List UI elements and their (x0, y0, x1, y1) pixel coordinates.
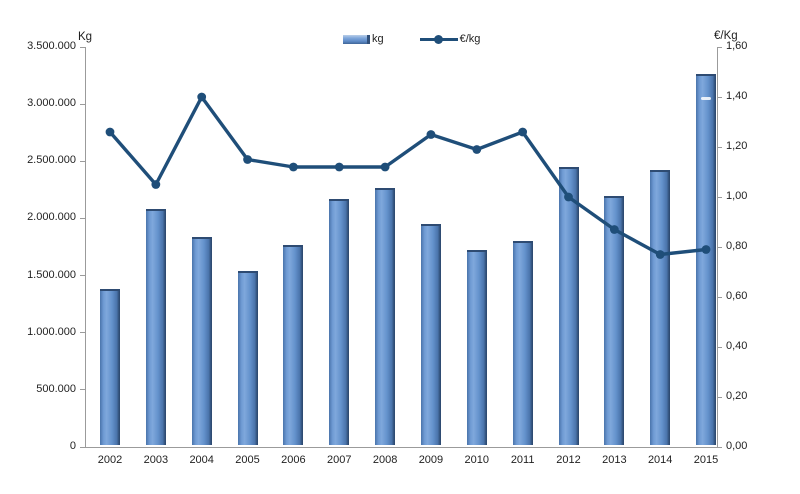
x-axis-label-2007: 2007 (327, 454, 352, 466)
left-axis-tick (80, 103, 85, 105)
left-axis-tick (80, 160, 85, 162)
right-axis-tick-label: 0,20 (726, 390, 748, 402)
right-axis-tick-label: 0,60 (726, 290, 748, 302)
legend-item-kg[interactable]: kg (343, 33, 384, 45)
left-axis-tick-label: 2.000.000 (27, 211, 76, 224)
bar-2012[interactable] (558, 167, 579, 445)
bar-2005[interactable] (237, 271, 258, 445)
right-axis-tick-label: 0,40 (726, 340, 748, 352)
bar-2008[interactable] (375, 187, 396, 445)
right-axis-tick (717, 46, 722, 48)
line-series-swatch-icon (419, 34, 458, 44)
legend-label-eur-kg: €/kg (459, 33, 481, 45)
legend-item-eur-kg[interactable]: €/kg (419, 33, 481, 45)
bar-2002[interactable] (100, 289, 120, 445)
left-axis-tick-label: 0 (69, 440, 76, 452)
left-axis-tick-label: 3.500.000 (27, 40, 76, 52)
x-axis-label-2012: 2012 (556, 454, 581, 466)
price-line-series[interactable] (86, 47, 717, 447)
left-axis-tick-label: 1.000.000 (27, 325, 76, 338)
price-point-2009 (426, 130, 436, 139)
left-axis-title: Kg (78, 31, 93, 43)
price-point-2004 (197, 92, 207, 102)
price-point-2007 (334, 162, 344, 172)
price-point-2003 (151, 180, 161, 189)
price-point-2015 (701, 245, 711, 254)
right-axis-tick-label: 0,00 (726, 440, 748, 452)
left-axis-tick (80, 446, 85, 448)
right-axis-tick-label: 1,20 (726, 140, 748, 152)
price-point-2010 (472, 145, 482, 154)
right-axis-title: €/Kg (714, 30, 738, 42)
plot-area[interactable]: 0 500.000 1.000.000 1.500.000 2.000.000 2.500… (27, 40, 747, 466)
legend: kg €/kg (343, 33, 480, 45)
left-axis-tick (80, 332, 85, 334)
right-axis-tick (717, 446, 722, 448)
right-axis-tick-label: 1,60 (726, 40, 748, 52)
bar-2014[interactable] (650, 170, 671, 445)
x-axis-label-2013: 2013 (602, 454, 627, 466)
left-axis-tick (80, 46, 85, 48)
x-axis-label-2006: 2006 (281, 454, 306, 466)
left-axis-tick-label: 3.000.000 (27, 97, 76, 110)
x-axis-label-2004: 2004 (189, 454, 214, 466)
right-axis-tick (717, 346, 722, 348)
left-axis-tick (80, 389, 85, 391)
x-axis-label-2014: 2014 (647, 454, 673, 466)
right-axis-tick-label: 1,00 (726, 190, 748, 202)
bar-2009[interactable] (420, 224, 441, 445)
price-point-2011 (518, 127, 528, 137)
price-line (108, 95, 707, 257)
x-axis-label-2011: 2011 (510, 454, 535, 466)
price-point-2008 (380, 162, 390, 172)
price-point-2014 (655, 250, 665, 259)
right-axis-tick-label: 1,40 (726, 90, 748, 102)
x-axis-label-2003: 2003 (143, 454, 169, 466)
right-axis-tick (717, 296, 722, 298)
bar-2015[interactable] (696, 74, 717, 445)
bar-highlight-mark (701, 97, 712, 101)
x-axis-label-2005: 2005 (235, 454, 260, 466)
bar-2006[interactable] (283, 244, 304, 445)
right-axis-tick (717, 196, 722, 198)
price-point-2012 (564, 192, 573, 202)
price-point-2002 (105, 127, 115, 137)
left-axis-tick (80, 275, 85, 277)
price-point-2006 (289, 162, 298, 172)
bar-2003[interactable] (145, 209, 166, 445)
legend-label-kg: kg (372, 33, 384, 45)
left-axis-tick (80, 217, 85, 219)
x-axis-label-2002: 2002 (97, 454, 123, 466)
price-point-2005 (243, 155, 252, 164)
x-axis-label-2010: 2010 (464, 454, 490, 466)
bar-series-swatch-icon (343, 34, 370, 44)
x-axis-label-2008: 2008 (372, 454, 398, 466)
price-point-2013 (609, 225, 619, 234)
bar-2010[interactable] (466, 250, 487, 445)
bar-2004[interactable] (191, 236, 212, 445)
right-axis-tick-label: 0,80 (726, 240, 748, 252)
bar-2007[interactable] (329, 199, 350, 445)
right-axis-tick (717, 246, 722, 248)
x-axis-label-2015: 2015 (693, 454, 719, 466)
right-axis-tick (717, 146, 722, 148)
left-axis-tick-label: 1.500.000 (27, 268, 76, 281)
right-axis-tick (717, 96, 722, 98)
x-axis-label-2009: 2009 (418, 454, 444, 466)
left-axis-tick-label: 2.500.000 (27, 154, 76, 167)
bar-2011[interactable] (512, 241, 533, 445)
left-axis-tick-label: 500.000 (36, 382, 76, 395)
right-axis-tick (717, 396, 722, 398)
bar-2013[interactable] (604, 195, 625, 445)
